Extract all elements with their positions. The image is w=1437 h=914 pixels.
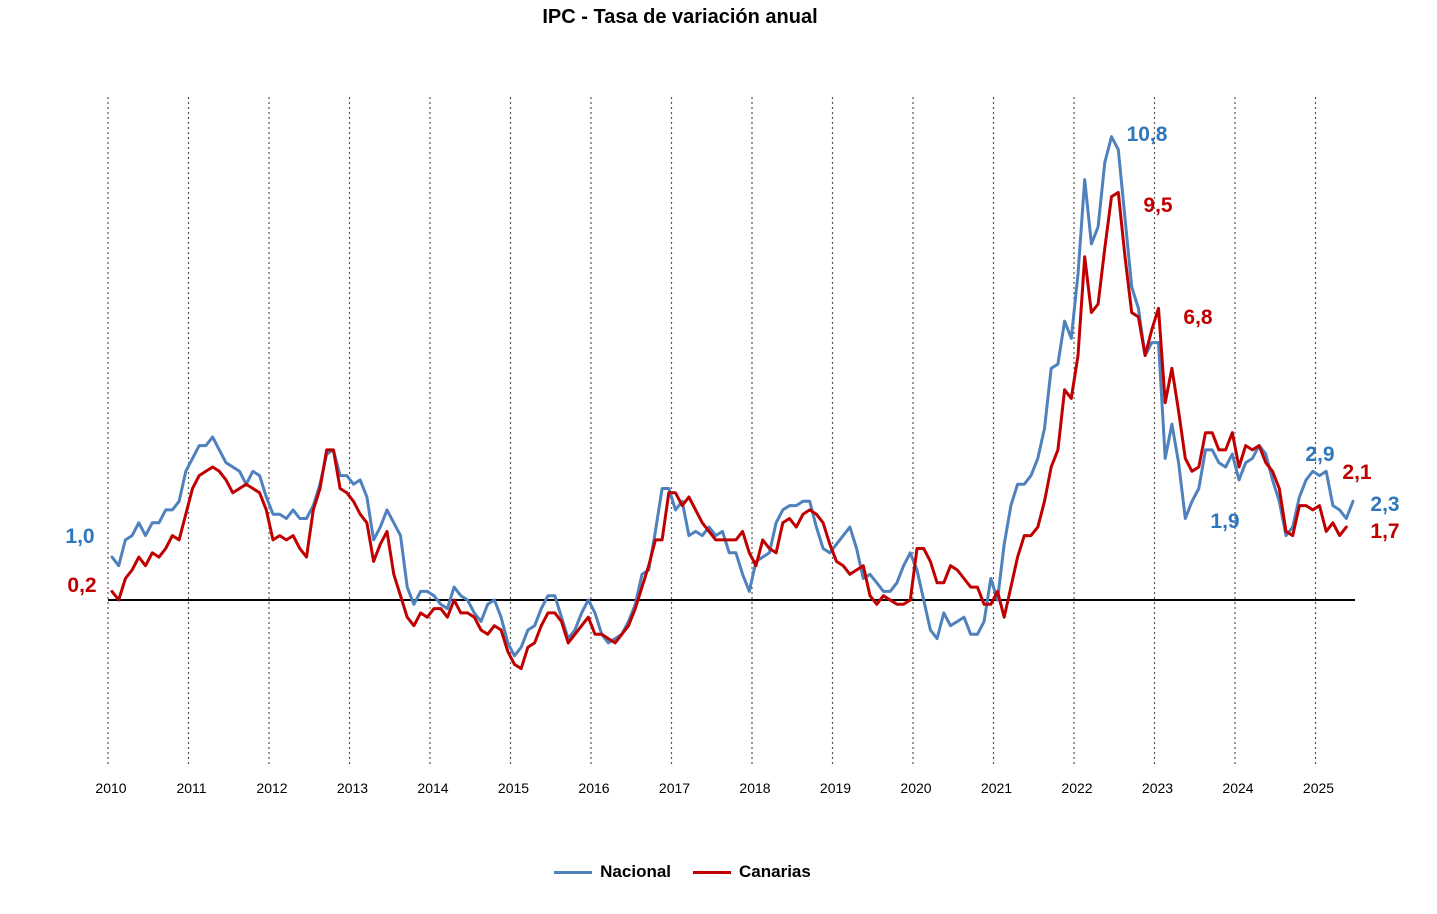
legend: Nacional Canarias xyxy=(0,862,1365,882)
legend-swatch-canarias xyxy=(693,870,732,874)
legend-label-nacional: Nacional xyxy=(600,862,672,881)
x-tick-label: 2022 xyxy=(1061,780,1092,796)
data-label-nacional: 1,0 xyxy=(65,525,94,548)
x-tick-label: 2025 xyxy=(1303,780,1334,796)
x-tick-label: 2021 xyxy=(981,780,1012,796)
legend-item-canarias[interactable]: Canarias xyxy=(693,862,811,882)
x-tick-label: 2024 xyxy=(1222,780,1253,796)
x-tick-label: 2016 xyxy=(578,780,609,796)
x-tick-label: 2013 xyxy=(337,780,368,796)
data-label-nacional: 1,9 xyxy=(1210,510,1239,533)
x-tick-label: 2018 xyxy=(739,780,770,796)
data-label-canarias: 6,8 xyxy=(1183,306,1213,329)
data-label-canarias: 2,1 xyxy=(1342,461,1372,484)
data-label-nacional: 2,3 xyxy=(1370,493,1399,516)
x-tick-label: 2020 xyxy=(900,780,931,796)
data-label-canarias: 9,5 xyxy=(1143,194,1173,217)
x-tick-label: 2010 xyxy=(95,780,126,796)
series-line-canarias[interactable] xyxy=(110,190,1348,671)
legend-item-nacional[interactable]: Nacional xyxy=(554,862,671,882)
legend-label-canarias: Canarias xyxy=(739,862,811,881)
x-tick-label: 2017 xyxy=(659,780,690,796)
legend-swatch-nacional xyxy=(554,870,593,874)
chart-title: IPC - Tasa de variación anual xyxy=(542,6,818,28)
x-tick-label: 2015 xyxy=(498,780,529,796)
x-tick-label: 2011 xyxy=(176,780,206,796)
x-tick-label: 2019 xyxy=(820,780,851,796)
data-label-nacional: 10,8 xyxy=(1127,123,1168,146)
data-label-nacional: 2,9 xyxy=(1305,443,1334,466)
x-tick-label: 2023 xyxy=(1142,780,1173,796)
x-tick-label: 2012 xyxy=(256,780,287,796)
data-label-canarias: 1,7 xyxy=(1370,520,1399,543)
data-label-canarias: 0,2 xyxy=(67,574,96,597)
x-tick-label: 2014 xyxy=(417,780,448,796)
